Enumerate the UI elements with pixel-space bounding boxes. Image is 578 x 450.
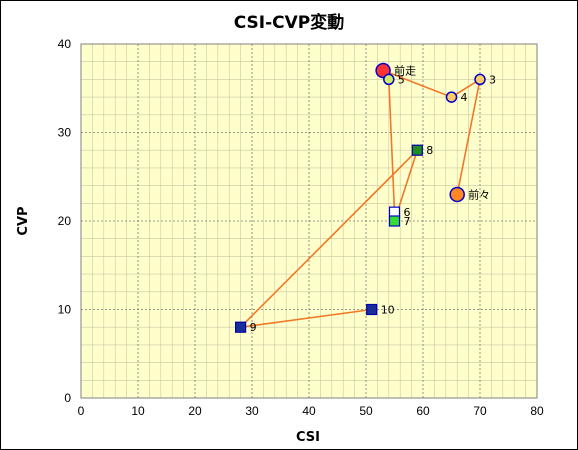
x-tick-label: 10: [131, 404, 145, 418]
data-point-label: 6: [404, 206, 411, 219]
data-point-label: 10: [381, 304, 395, 317]
data-point-marker: [474, 73, 486, 86]
x-tick-label: 0: [78, 404, 85, 418]
y-tick-label: 0: [64, 391, 71, 405]
y-tick-label: 20: [58, 214, 72, 228]
data-point-marker: [366, 303, 378, 316]
y-tick-label: 30: [58, 126, 72, 140]
data-point-marker: [388, 215, 401, 227]
chart-title: CSI-CVP変動: [234, 12, 345, 33]
y-tick-label: 40: [58, 37, 72, 51]
data-point-label: 前走: [394, 64, 416, 78]
data-point-marker: [411, 144, 423, 156]
x-tick-label: 20: [188, 404, 202, 418]
data-point-label: 9: [250, 321, 257, 334]
data-point-marker: [449, 186, 465, 203]
data-point-label: 3: [489, 73, 496, 86]
plot-border: [80, 43, 538, 399]
data-point-marker: [375, 62, 391, 79]
x-tick-label: 80: [530, 404, 544, 418]
x-tick-label: 40: [302, 404, 316, 418]
x-tick-label: 60: [416, 404, 430, 418]
x-tick-label: 30: [245, 404, 259, 418]
data-point-label: 4: [461, 91, 468, 104]
data-point-label: 前々: [468, 187, 490, 201]
x-tick-label: 50: [359, 404, 373, 418]
y-tick-label: 10: [58, 303, 72, 317]
data-point-marker: [445, 91, 458, 103]
y-axis-label: CVP: [16, 206, 31, 235]
series-line: [238, 68, 482, 329]
data-point-label: 7: [404, 215, 411, 228]
data-point-label: 5: [398, 73, 405, 86]
data-point-marker: [383, 73, 395, 86]
x-tick-label: 70: [473, 404, 487, 418]
data-point-marker: [235, 321, 247, 333]
x-axis-label: CSI: [296, 430, 320, 445]
data-point-label: 8: [426, 144, 433, 157]
